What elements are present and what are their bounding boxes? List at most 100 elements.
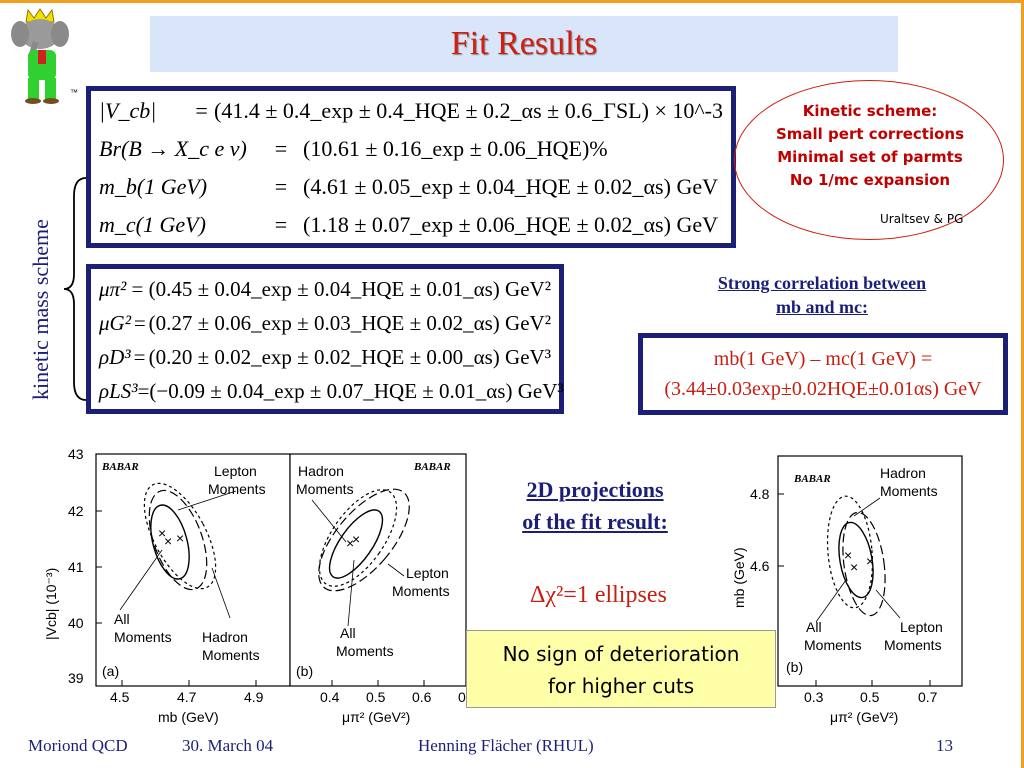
kinetic-mass-scheme-label: kinetic mass scheme (28, 219, 53, 400)
lepton-label: Lepton (406, 565, 449, 581)
equation-rhs: (0.27 ± 0.06_exp ± 0.03_HQE ± 0.02_αs) G… (148, 310, 551, 335)
equation-lhs: Br(B → X_c e ν) (99, 136, 247, 161)
xtick-label: 0 (458, 689, 466, 705)
equation-rhs: (10.61 ± 0.16_exp ± 0.06_HQE)% (303, 136, 608, 161)
xtick-label: 0.5 (366, 689, 386, 705)
deterioration-note: No sign of deterioration for higher cuts (466, 630, 776, 708)
equation-rhs: (0.45 ± 0.04_exp ± 0.04_HQE ± 0.01_αs) G… (148, 276, 551, 301)
top-accent-bar (0, 0, 1024, 3)
kinetic-scheme-notes: Kinetic scheme: Small pert corrections M… (740, 100, 1000, 192)
marker-x: × (164, 533, 172, 549)
marker-x: × (176, 530, 184, 546)
footer-conference: Moriond QCD (28, 736, 128, 755)
equation-rhs: (1.18 ± 0.07_exp ± 0.06_HQE ± 0.02_αs) G… (303, 212, 718, 237)
equation-rhs: (41.4 ± 0.4_exp ± 0.4_HQE ± 0.2_αs ± 0.6… (214, 98, 723, 123)
oval-line-2: Small pert corrections (775, 125, 965, 143)
xtick-label: 4.5 (110, 689, 130, 705)
lepton-label: Lepton (900, 619, 943, 635)
trademark-mark: ™ (70, 88, 78, 97)
correlation-title-line2: mb and mc: (775, 297, 868, 317)
xtick-label: 0.4 (320, 689, 340, 705)
equation-lhs: |V_cb| (99, 98, 157, 123)
all-label: Moments (804, 637, 862, 653)
hadron-label: Moments (296, 481, 354, 497)
oval-credit: Uraltsev & PG (880, 212, 964, 226)
ytick-label: 43 (68, 446, 84, 462)
hadron-label: Hadron (202, 629, 248, 645)
equation-rhs: (4.61 ± 0.05_exp ± 0.04_HQE ± 0.02_αs) G… (303, 174, 718, 199)
all-label: Moments (336, 643, 394, 659)
equation-row-br: Br(B → X_c e ν) = (10.61 ± 0.16_exp ± 0.… (99, 136, 608, 161)
all-label: All (340, 625, 356, 641)
equation-row-mc: m_c(1 GeV) = (1.18 ± 0.07_exp ± 0.06_HQE… (99, 212, 718, 237)
hadron-label: Hadron (880, 465, 926, 481)
projections-title: 2D projections of the fit result: (490, 474, 700, 538)
projections-title-line1: 2D projections (526, 477, 664, 502)
curly-brace-icon (63, 177, 87, 401)
vcb-mass-results-box: |V_cb| = (41.4 ± 0.4_exp ± 0.4_HQE ± 0.2… (86, 86, 736, 248)
marker-x: × (352, 531, 360, 547)
ytick-label: 4.6 (750, 558, 770, 574)
xtick-label: 4.7 (177, 689, 197, 705)
ytick-label: 39 (68, 670, 84, 686)
equation-row-rhols: ρLS³ = (−0.09 ± 0.04_exp ± 0.07_HQE ± 0.… (99, 378, 564, 403)
y-axis-label: |Vcb| (10⁻³) (43, 568, 59, 640)
xtick-label: 4.9 (244, 689, 264, 705)
lepton-label: Lepton (214, 463, 257, 479)
babar-label: BABAR (413, 461, 451, 473)
hadron-label: Hadron (298, 463, 344, 479)
equation-lhs: m_b(1 GeV) (99, 174, 208, 199)
note-line1: No sign of deterioration (502, 642, 740, 666)
marker-x: × (866, 553, 874, 569)
babar-label: BABAR (101, 461, 139, 473)
hadron-label: Moments (880, 483, 938, 499)
equation-lhs: μG² (99, 310, 132, 335)
ytick-label: 42 (68, 503, 84, 519)
correlation-line2: (3.44±0.03exp±0.02HQE±0.01αs) GeV (664, 378, 982, 400)
title-banner: Fit Results (150, 16, 898, 72)
hadron-label: Moments (202, 647, 260, 663)
equation-row-mupi: μπ² = (0.45 ± 0.04_exp ± 0.04_HQE ± 0.01… (99, 276, 551, 301)
plot-vcb-vs-mupi: 0.4 0.5 0.6 0 μπ² (GeV²) BABAR (b) × × H… (289, 453, 467, 725)
elephant-logo-icon (11, 8, 69, 104)
equation-lhs: ρD³ (99, 344, 131, 369)
equation-row-mug: μG² = (0.27 ± 0.06_exp ± 0.03_HQE ± 0.02… (99, 310, 551, 335)
marker-x: × (346, 535, 354, 551)
oval-line-1: Kinetic scheme: (802, 102, 938, 120)
xtick-label: 0.7 (918, 689, 938, 705)
panel-label: (b) (296, 663, 313, 679)
equation-row-vcb: |V_cb| = (41.4 ± 0.4_exp ± 0.4_HQE ± 0.2… (99, 98, 723, 123)
equation-rhs: (−0.09 ± 0.04_exp ± 0.07_HQE ± 0.01_αs) … (149, 378, 564, 403)
correlation-title: Strong correlation between mb and mc: (652, 271, 992, 319)
ytick-label: 40 (68, 615, 84, 631)
lepton-label: Moments (884, 637, 942, 653)
lepton-label: Moments (208, 481, 266, 497)
footer-date: 30. March 04 (182, 736, 274, 755)
oval-line-4: No 1/mc expansion (789, 171, 951, 189)
x-axis-label: μπ² (GeV²) (830, 709, 898, 725)
correlation-line1: mb(1 GeV) – mc(1 GeV) = (713, 348, 933, 370)
note-line2: for higher cuts (547, 674, 695, 698)
footer-author: Henning Flächer (RHUL) (418, 736, 594, 755)
ytick-label: 41 (68, 559, 84, 575)
projections-title-line2: of the fit result: (522, 509, 668, 534)
equation-lhs: ρLS³ (99, 378, 138, 403)
lepton-label: Moments (392, 583, 450, 599)
plot-vcb-vs-mb: 43 42 41 40 39 4.5 4.7 4.9 mb (GeV) |Vcb… (43, 446, 290, 725)
hqe-parameters-box: μπ² = (0.45 ± 0.04_exp ± 0.04_HQE ± 0.01… (86, 264, 564, 414)
equation-lhs: m_c(1 GeV) (99, 212, 206, 237)
all-label: Moments (114, 629, 172, 645)
xtick-label: 0.6 (412, 689, 432, 705)
plot-mb-vs-mupi: 4.8 4.6 0.3 0.5 0.7 μπ² (GeV²) mb (GeV) … (731, 455, 963, 725)
marker-x: × (844, 547, 852, 563)
equation-rhs: (0.20 ± 0.02_exp ± 0.02_HQE ± 0.00_αs) G… (148, 344, 551, 369)
babar-label: BABAR (793, 473, 831, 485)
x-axis-label: mb (GeV) (158, 709, 219, 725)
correlation-title-line1: Strong correlation between (717, 273, 927, 293)
right-accent-bar (1021, 0, 1024, 768)
xtick-label: 0.5 (860, 689, 880, 705)
marker-x: × (850, 559, 858, 575)
all-label: All (114, 611, 130, 627)
y-axis-label: mb (GeV) (731, 547, 747, 608)
xtick-label: 0.3 (804, 689, 824, 705)
